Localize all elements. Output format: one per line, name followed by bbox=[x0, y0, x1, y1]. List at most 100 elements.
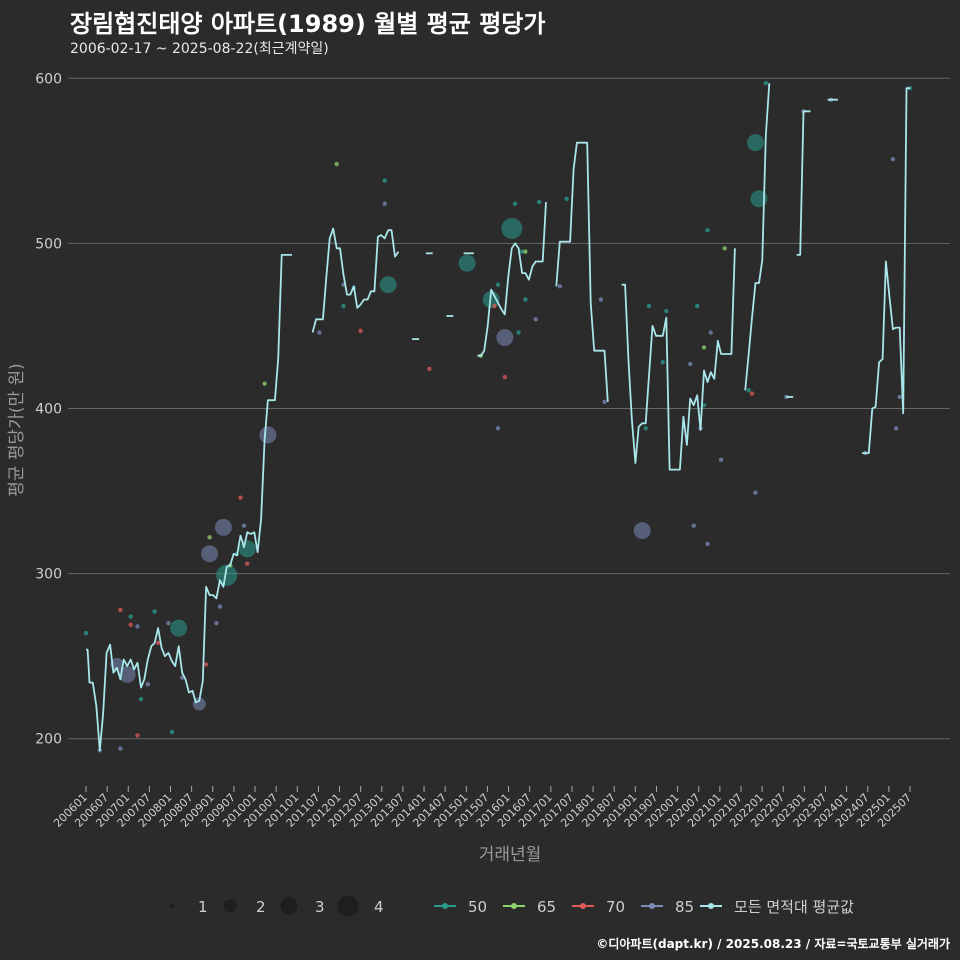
data-point bbox=[564, 196, 569, 201]
size-legend-label: 2 bbox=[256, 898, 266, 916]
y-tick-label: 300 bbox=[35, 567, 62, 583]
area-legend-marker bbox=[649, 903, 655, 909]
data-point bbox=[238, 540, 256, 558]
size-legend-label: 1 bbox=[198, 898, 208, 916]
data-point bbox=[496, 328, 514, 346]
data-point bbox=[516, 330, 521, 335]
data-point bbox=[341, 303, 346, 309]
scatter-points bbox=[83, 81, 913, 753]
area-legend-label: 50 bbox=[468, 898, 487, 916]
data-point bbox=[259, 426, 277, 444]
data-point bbox=[519, 249, 525, 254]
data-point bbox=[118, 665, 136, 683]
data-point bbox=[523, 297, 528, 302]
data-point bbox=[334, 161, 339, 167]
size-legend-marker bbox=[223, 899, 237, 913]
data-point bbox=[523, 249, 528, 254]
data-point bbox=[245, 561, 250, 566]
area-legend-marker bbox=[442, 903, 448, 909]
data-point bbox=[83, 630, 89, 636]
size-legend-marker bbox=[337, 895, 359, 917]
data-point bbox=[262, 381, 267, 386]
average-line-segment bbox=[862, 87, 910, 455]
data-point bbox=[512, 201, 518, 206]
data-point bbox=[598, 297, 604, 302]
data-point bbox=[691, 523, 696, 528]
average-line-segment bbox=[555, 141, 609, 402]
data-point bbox=[152, 609, 157, 614]
data-point bbox=[705, 227, 710, 233]
average-line-segment bbox=[621, 248, 736, 471]
data-point bbox=[753, 490, 758, 495]
gridlines bbox=[68, 77, 950, 740]
size-legend-label: 4 bbox=[374, 898, 384, 916]
legend: 1 2 3 4 50 65 70 85 모든 면적대 평균값 bbox=[169, 895, 854, 917]
size-legend-marker bbox=[280, 897, 298, 915]
data-point bbox=[643, 426, 648, 431]
data-point bbox=[118, 746, 123, 751]
data-point bbox=[749, 391, 755, 396]
area-legend-label: 65 bbox=[537, 898, 556, 916]
average-line-segment bbox=[744, 83, 771, 391]
data-point bbox=[207, 535, 212, 540]
data-point bbox=[718, 457, 724, 462]
data-point bbox=[664, 308, 669, 314]
data-point bbox=[128, 622, 133, 627]
data-point bbox=[427, 366, 432, 372]
data-point bbox=[201, 545, 219, 563]
data-point bbox=[695, 303, 700, 309]
data-point bbox=[358, 328, 363, 334]
area-legend-label: 70 bbox=[606, 898, 625, 916]
data-point bbox=[533, 317, 538, 322]
data-point bbox=[379, 276, 397, 294]
data-point bbox=[203, 662, 209, 667]
area-legend-marker bbox=[511, 903, 517, 909]
area-legend-label: 85 bbox=[675, 898, 694, 916]
area-legend-marker bbox=[580, 903, 586, 909]
data-point bbox=[128, 614, 133, 619]
data-point bbox=[155, 640, 161, 646]
y-axis-ticks: 200 300 400 500 600 bbox=[35, 71, 62, 747]
chart-title: 장림협진태양 아파트(1989) 월별 평균 평당가 bbox=[70, 10, 546, 38]
data-point bbox=[602, 399, 607, 405]
data-point bbox=[557, 284, 562, 289]
data-point bbox=[145, 682, 150, 687]
data-point bbox=[214, 518, 232, 536]
chart-subtitle: 2006-02-17 ~ 2025-08-22(최근계약일) bbox=[70, 41, 329, 57]
data-point bbox=[238, 495, 243, 500]
area-legend-marker bbox=[708, 903, 714, 909]
data-point bbox=[492, 303, 497, 309]
data-point bbox=[382, 201, 387, 206]
data-point bbox=[746, 388, 751, 393]
data-point bbox=[135, 624, 140, 629]
data-point bbox=[241, 523, 247, 528]
data-point bbox=[747, 134, 764, 152]
data-point bbox=[169, 729, 175, 735]
footer-credit: ©디아파트(dapt.kr) / 2025.08.23 / 자료=국토교통부 실… bbox=[596, 937, 950, 951]
data-point bbox=[214, 620, 219, 626]
data-point bbox=[170, 619, 188, 637]
data-point bbox=[633, 522, 651, 540]
data-point bbox=[216, 564, 238, 586]
data-point bbox=[660, 360, 665, 365]
data-point bbox=[893, 426, 899, 431]
average-line bbox=[86, 83, 910, 752]
data-point bbox=[897, 394, 902, 400]
size-legend-marker bbox=[169, 903, 175, 909]
data-point bbox=[217, 604, 223, 609]
data-point bbox=[708, 330, 713, 335]
y-tick-label: 600 bbox=[35, 71, 62, 87]
data-point bbox=[646, 303, 652, 309]
data-point bbox=[495, 282, 501, 287]
data-point bbox=[166, 620, 171, 626]
data-point bbox=[482, 291, 500, 309]
data-point bbox=[317, 330, 322, 335]
data-point bbox=[537, 199, 542, 205]
average-line-segment bbox=[311, 227, 400, 333]
y-tick-label: 200 bbox=[35, 732, 62, 748]
data-point bbox=[118, 607, 123, 613]
data-point bbox=[701, 345, 707, 350]
average-line-segment bbox=[86, 253, 292, 752]
x-axis-label: 거래년월 bbox=[479, 845, 542, 865]
